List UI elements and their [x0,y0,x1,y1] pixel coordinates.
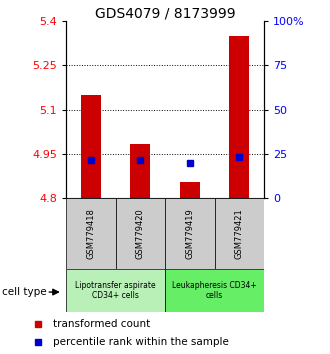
Bar [115,198,165,269]
Text: GSM779421: GSM779421 [235,208,244,259]
Text: GSM779418: GSM779418 [86,208,95,259]
Text: GSM779419: GSM779419 [185,208,194,259]
Text: cell type: cell type [2,287,46,297]
Bar [180,182,200,198]
Bar [66,269,165,312]
Title: GDS4079 / 8173999: GDS4079 / 8173999 [95,6,235,20]
Bar [130,144,150,198]
Bar [165,269,264,312]
Bar [66,198,115,269]
Bar [81,95,101,198]
Bar [214,198,264,269]
Text: GSM779420: GSM779420 [136,208,145,259]
Bar [165,198,214,269]
Text: percentile rank within the sample: percentile rank within the sample [53,337,229,348]
Bar [229,36,249,198]
Text: transformed count: transformed count [53,319,150,329]
Text: Lipotransfer aspirate
CD34+ cells: Lipotransfer aspirate CD34+ cells [75,281,156,300]
Text: Leukapheresis CD34+
cells: Leukapheresis CD34+ cells [172,281,257,300]
